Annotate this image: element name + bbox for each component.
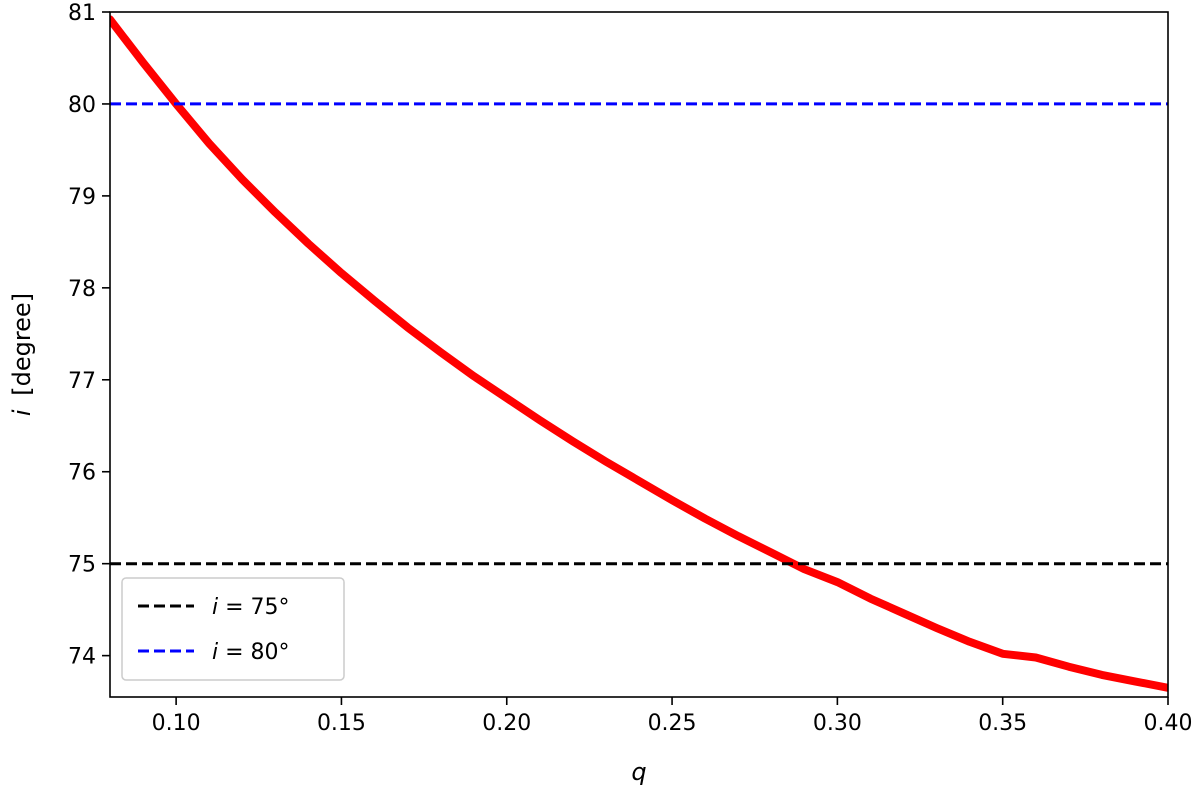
y-tick-label: 75 — [68, 553, 96, 578]
x-tick-label: 0.40 — [1144, 711, 1193, 736]
legend-box — [121, 577, 345, 681]
ticks-layer: 0.10 0.15 0.20 0.25 0.30 0.35 0.40 74 75 76 77 78 79… — [68, 1, 1192, 736]
legend: i = 75° i = 80° — [121, 577, 345, 681]
y-tick-label: 81 — [68, 1, 96, 26]
series-line-0 — [110, 15, 1168, 692]
y-axis-label-unit: [degree] — [8, 293, 36, 396]
legend-label: i = 75° — [212, 595, 290, 620]
x-tick-label: 0.25 — [648, 711, 697, 736]
x-tick-label: 0.30 — [813, 711, 862, 736]
y-tick-label: 76 — [68, 461, 96, 486]
x-tick-label: 0.15 — [317, 711, 366, 736]
y-tick-label: 80 — [68, 93, 96, 118]
x-tick-label: 0.20 — [482, 711, 531, 736]
series-layer — [110, 15, 1168, 692]
y-tick-label: 77 — [68, 369, 96, 394]
x-tick-label: 0.35 — [978, 711, 1027, 736]
y-axis-label-symbol: i — [8, 409, 36, 416]
y-axis-label: i [degree] — [8, 293, 36, 416]
x-axis-label: q — [631, 758, 646, 786]
plot-frame — [109, 11, 1169, 698]
y-tick-label: 79 — [68, 185, 96, 210]
legend-label: i = 80° — [212, 640, 290, 665]
y-tick-label: 78 — [68, 277, 96, 302]
x-tick-label: 0.10 — [152, 711, 201, 736]
y-tick-label: 74 — [68, 645, 96, 670]
